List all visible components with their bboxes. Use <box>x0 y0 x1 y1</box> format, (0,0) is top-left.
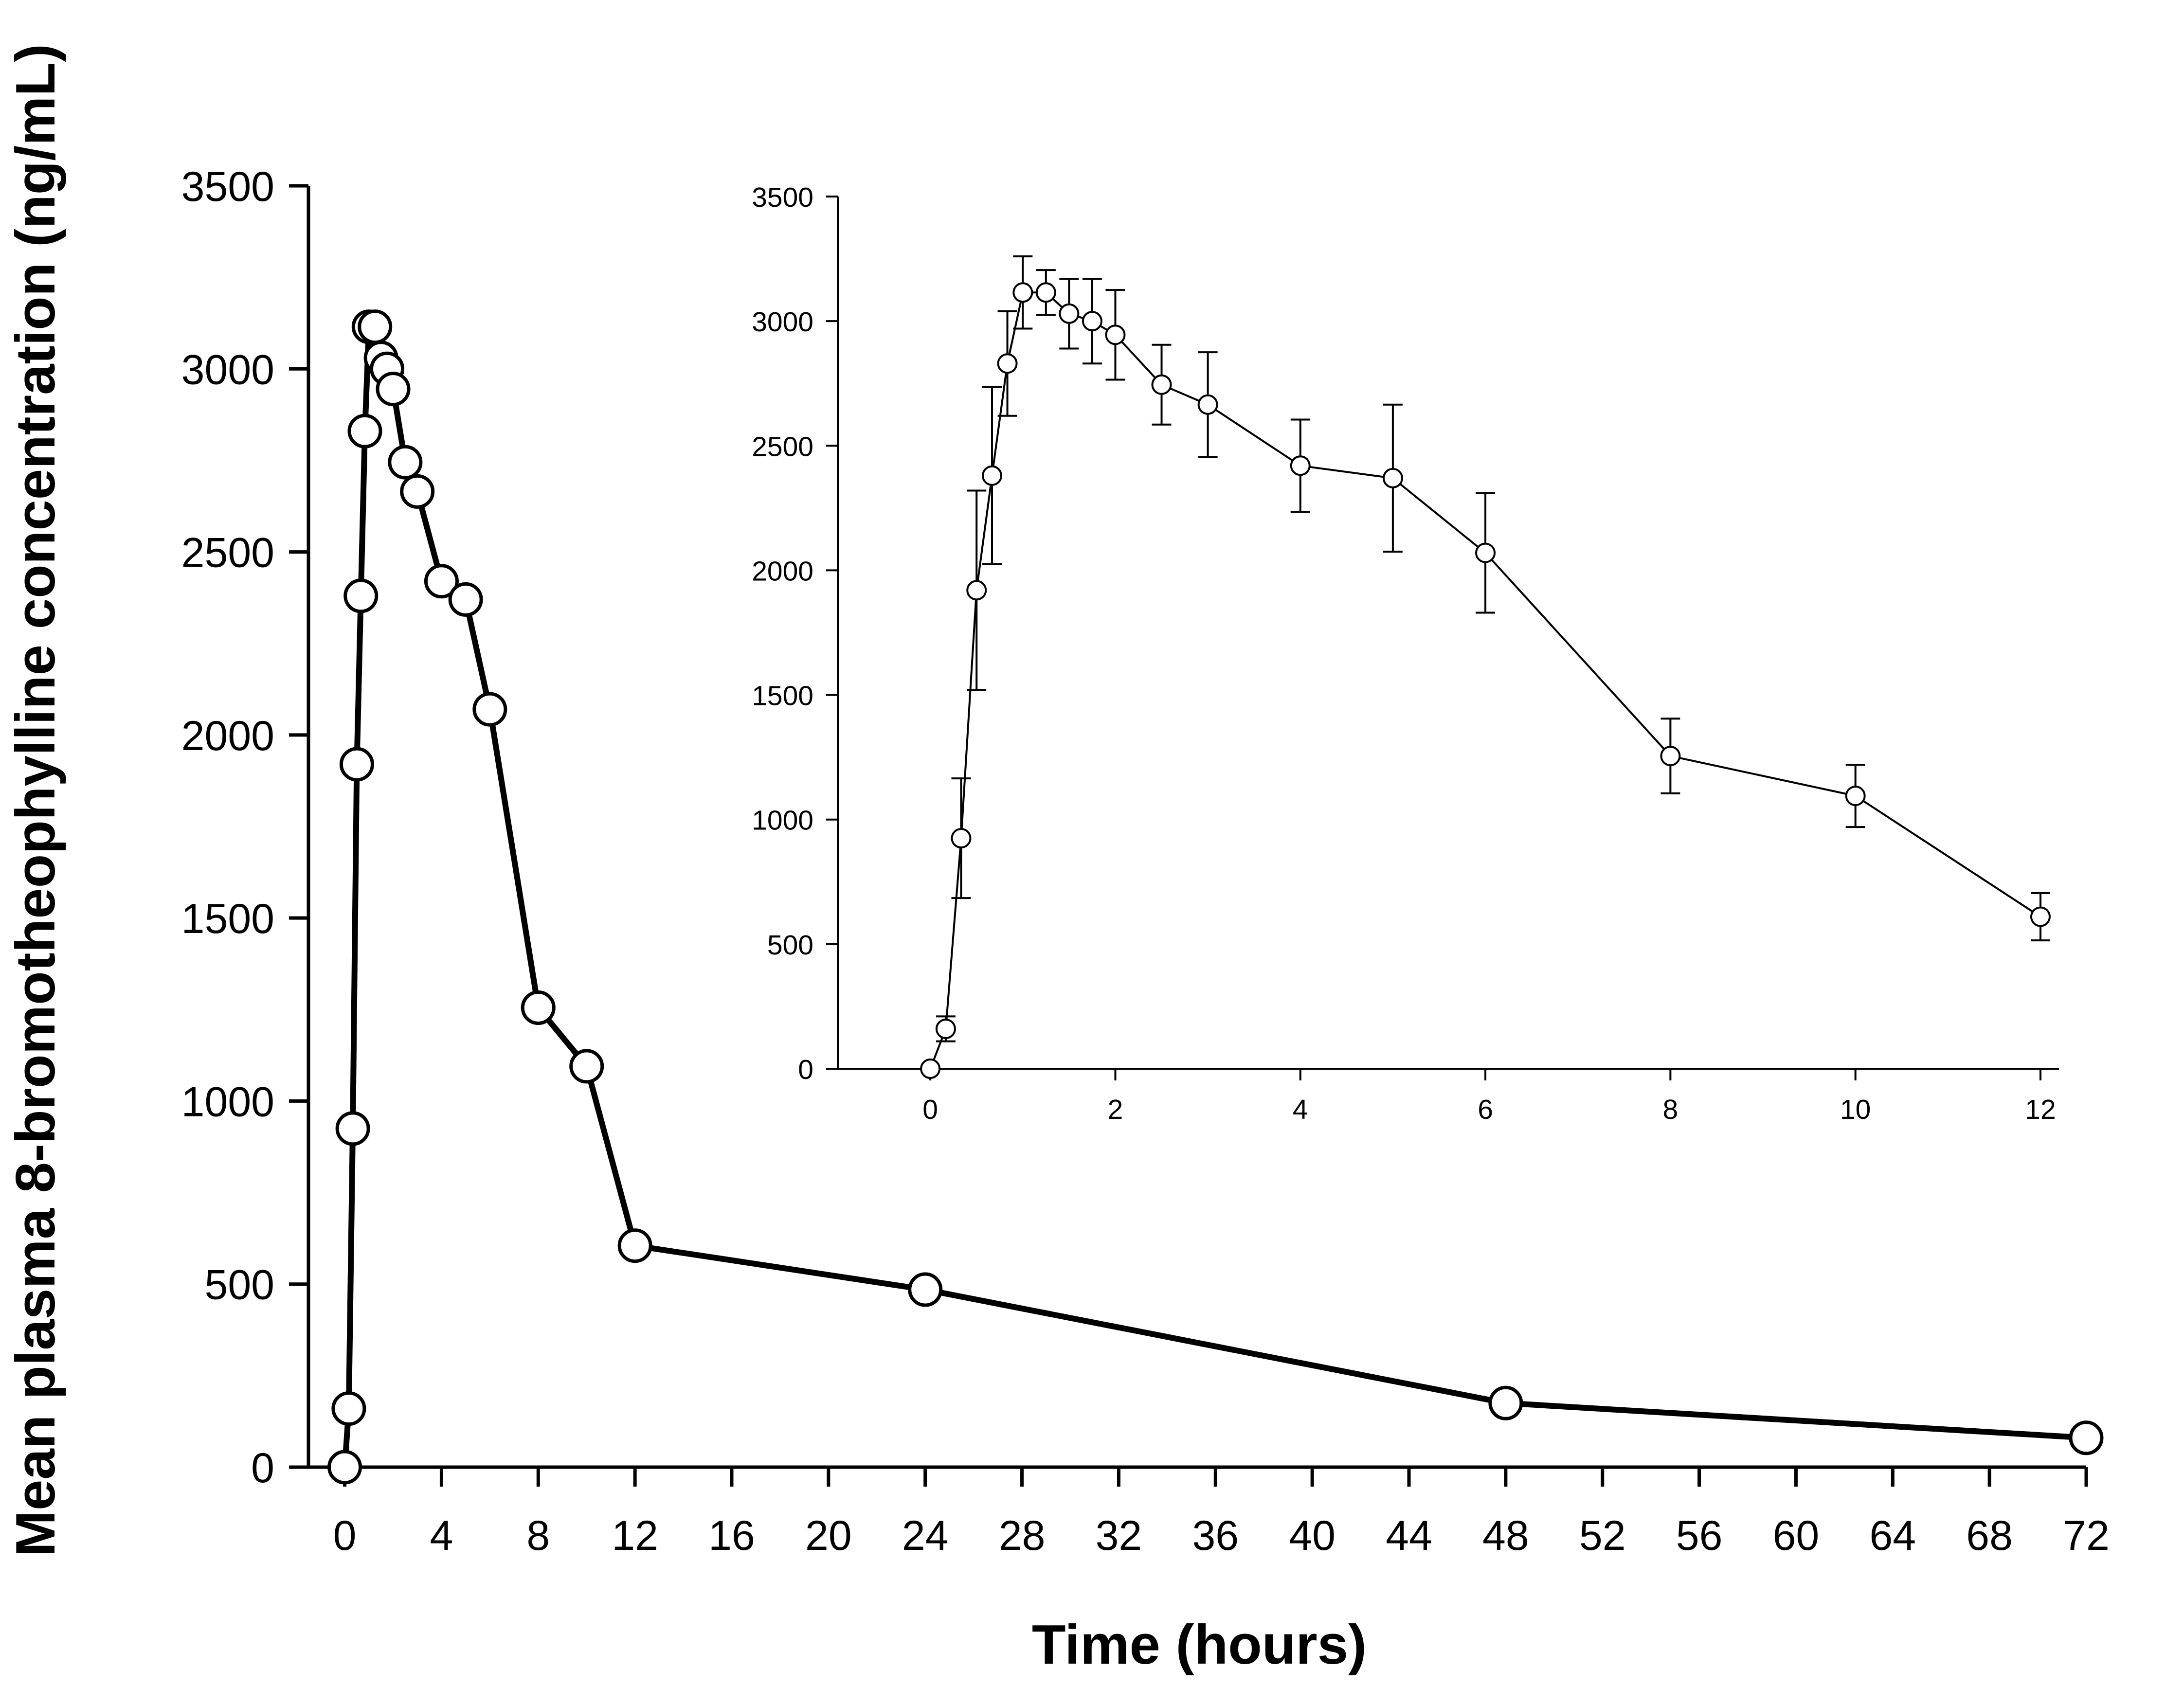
main-data-point <box>424 564 459 599</box>
inset-x-tick-label: 4 <box>1293 1094 1308 1125</box>
inset-x-tick-label: 0 <box>922 1094 938 1125</box>
inset-data-point <box>951 828 972 849</box>
inset-y-tick-label: 500 <box>767 930 813 961</box>
main-y-tick-label: 1500 <box>181 896 274 942</box>
inset-y-tick-label: 2000 <box>752 556 813 587</box>
main-data-point <box>327 1450 362 1485</box>
y-axis-title: Mean plasma 8-bromotheophylline concentr… <box>5 44 67 1557</box>
inset-data-point <box>1845 786 1866 807</box>
main-y-tick-labels: 0 500 1000 1500 2000 2500 3000 3500 <box>181 163 274 1491</box>
main-x-tick-label: 60 <box>1773 1512 1820 1559</box>
x-axis-title: Time (hours) <box>1032 1614 1367 1676</box>
main-data-point <box>335 1111 370 1146</box>
main-y-tick-label: 0 <box>251 1445 274 1491</box>
main-data-point <box>400 474 435 509</box>
inset-data-point <box>1197 394 1218 415</box>
inset-y-tick-labels: 0 500 1000 1500 2000 2500 3000 3500 <box>752 182 813 1085</box>
main-data-point <box>472 692 507 727</box>
main-y-tick-label: 1000 <box>181 1078 274 1125</box>
inset-series-line <box>929 291 2041 1069</box>
main-plot: 0 4 8 12 16 20 24 28 32 36 40 44 48 52 56 60 64 68 72 0500… <box>181 163 2110 1559</box>
main-x-tick-label: 36 <box>1192 1512 1239 1559</box>
inset-y-tick-label: 0 <box>798 1054 813 1085</box>
inset-data-point <box>1382 467 1403 488</box>
main-data-point <box>358 309 393 344</box>
main-data-point <box>569 1049 604 1084</box>
inset-data-point <box>966 580 987 601</box>
inset-y-tick-label: 3500 <box>752 182 813 213</box>
inset-y-tick-label: 1500 <box>752 681 813 712</box>
main-y-tick-label: 2000 <box>181 713 274 759</box>
main-data-point <box>908 1272 943 1307</box>
inset-data-point <box>1012 282 1033 303</box>
main-x-tick-label: 44 <box>1386 1512 1432 1559</box>
main-y-tick-label: 2500 <box>181 530 274 576</box>
inset-data-point <box>981 465 1002 486</box>
main-x-tick-label: 32 <box>1096 1512 1142 1559</box>
inset-x-tick-labels: 0 2 4 6 8 10 12 <box>922 1094 2056 1125</box>
inset-y-tick-label: 2500 <box>752 431 813 462</box>
main-y-tick-label: 3000 <box>181 346 274 393</box>
main-data-point <box>347 413 382 449</box>
main-series-line <box>342 323 2087 1468</box>
main-series-points <box>327 309 2104 1485</box>
main-x-tick-labels: 0 4 8 12 16 20 24 28 32 36 40 44 48 52 56 60 64 68 72 <box>333 1512 2110 1559</box>
inset-axes <box>826 196 2059 1080</box>
inset-x-tick-label: 10 <box>1840 1094 1871 1125</box>
main-x-tick-label: 28 <box>999 1512 1046 1559</box>
inset-x-tick-label: 8 <box>1663 1094 1679 1125</box>
inset-y-tick-label: 1000 <box>752 805 813 836</box>
main-x-tick-label: 72 <box>2063 1512 2110 1559</box>
inset-data-point <box>1035 282 1056 303</box>
inset-plot: 0 2 4 6 8 10 12 0 500 1000 1500 2000 2500 3000 3500 <box>752 182 2059 1125</box>
main-data-point <box>388 445 423 480</box>
main-data-point <box>1488 1385 1523 1420</box>
main-data-point <box>448 582 483 617</box>
main-data-point <box>339 747 374 782</box>
main-x-tick-label: 24 <box>902 1512 949 1559</box>
inset-data-point <box>997 353 1018 374</box>
inset-series-points <box>920 282 2051 1079</box>
main-data-point <box>2069 1420 2104 1455</box>
main-x-tick-label: 52 <box>1579 1512 1626 1559</box>
main-data-point <box>521 990 556 1025</box>
inset-data-point <box>1475 542 1496 563</box>
main-x-tick-label: 12 <box>612 1512 658 1559</box>
main-x-tick-label: 16 <box>708 1512 755 1559</box>
main-x-tick-label: 56 <box>1676 1512 1723 1559</box>
inset-error-bars <box>936 255 2050 1042</box>
main-axes <box>289 184 2088 1487</box>
main-x-tick-label: 4 <box>430 1512 453 1559</box>
main-x-tick-label: 68 <box>1966 1512 2013 1559</box>
main-data-point <box>617 1228 652 1263</box>
main-x-tick-label: 64 <box>1869 1512 1916 1559</box>
inset-data-point <box>920 1059 941 1079</box>
inset-data-point <box>1059 303 1080 324</box>
main-y-tick-label: 3500 <box>181 163 274 210</box>
main-x-tick-label: 48 <box>1482 1512 1529 1559</box>
inset-data-point <box>1082 311 1102 332</box>
main-x-tick-label: 8 <box>526 1512 550 1559</box>
inset-y-tick-label: 3000 <box>752 306 813 338</box>
inset-x-tick-label: 2 <box>1108 1094 1123 1125</box>
main-data-point <box>343 578 379 613</box>
inset-data-point <box>1660 746 1681 767</box>
main-x-tick-label: 0 <box>333 1512 357 1559</box>
main-x-tick-label: 20 <box>805 1512 852 1559</box>
main-data-point <box>376 372 411 407</box>
main-data-point <box>331 1391 366 1426</box>
inset-data-point <box>1105 324 1126 345</box>
inset-data-point <box>1151 374 1172 395</box>
main-x-tick-label: 40 <box>1289 1512 1336 1559</box>
inset-x-tick-label: 12 <box>2025 1094 2056 1125</box>
inset-x-tick-label: 6 <box>1478 1094 1493 1125</box>
inset-data-point <box>1290 455 1311 476</box>
main-y-tick-label: 500 <box>205 1262 275 1309</box>
inset-data-point <box>935 1019 956 1040</box>
inset-data-point <box>2030 906 2051 927</box>
